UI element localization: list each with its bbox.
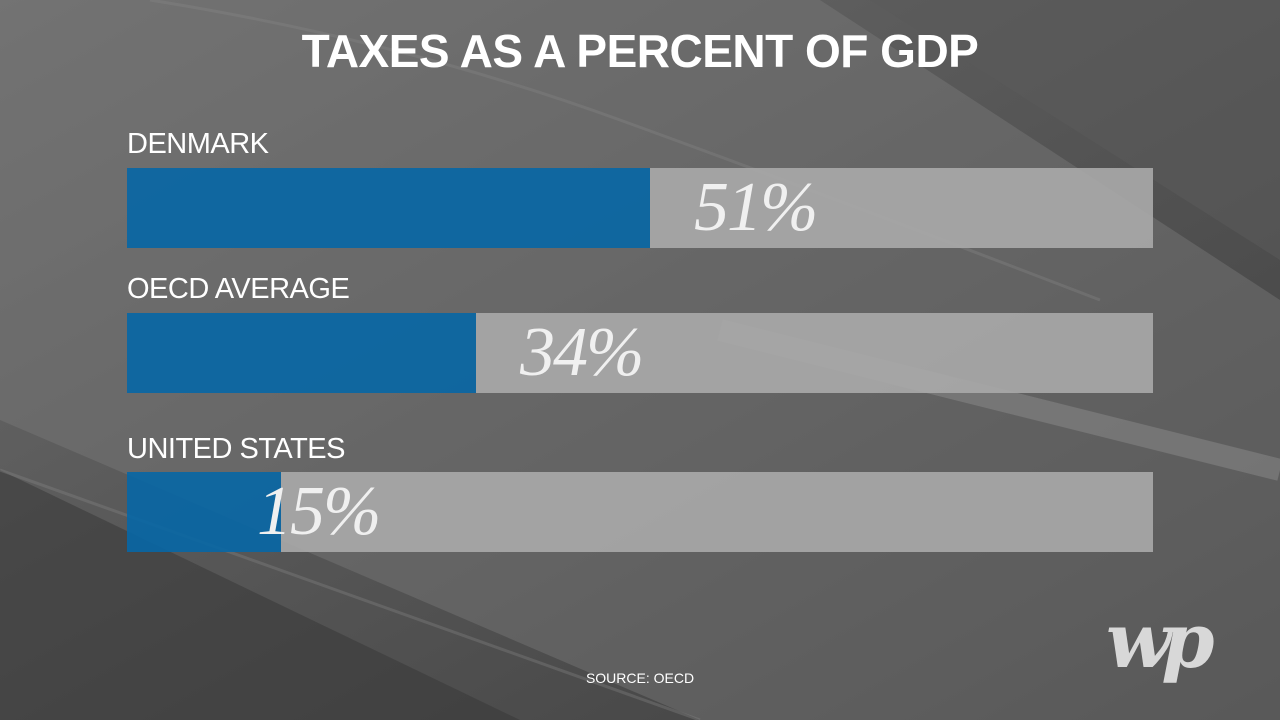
value-label-united-states: 15%	[257, 473, 381, 550]
washington-post-logo-icon: wp	[1106, 596, 1222, 686]
bar-track-oecd-average: 34%	[127, 313, 1153, 393]
bar-track-denmark: 51%	[127, 168, 1153, 248]
bar-oecd-average	[127, 313, 476, 393]
source-note: SOURCE: OECD	[585, 670, 695, 686]
value-label-denmark: 51%	[694, 169, 818, 246]
value-label-oecd-average: 34%	[520, 314, 644, 391]
category-label-oecd-average: OECD AVERAGE	[127, 273, 350, 305]
category-label-denmark: DENMARK	[127, 128, 269, 160]
logo-text: wp	[1106, 596, 1215, 685]
category-label-united-states: UNITED STATES	[127, 433, 346, 465]
bar-denmark	[127, 168, 650, 248]
chart-title: TAXES AS A PERCENT OF GDP	[301, 25, 979, 77]
bar-united-states	[127, 472, 281, 552]
bar-track-united-states: 15%	[127, 472, 1153, 552]
